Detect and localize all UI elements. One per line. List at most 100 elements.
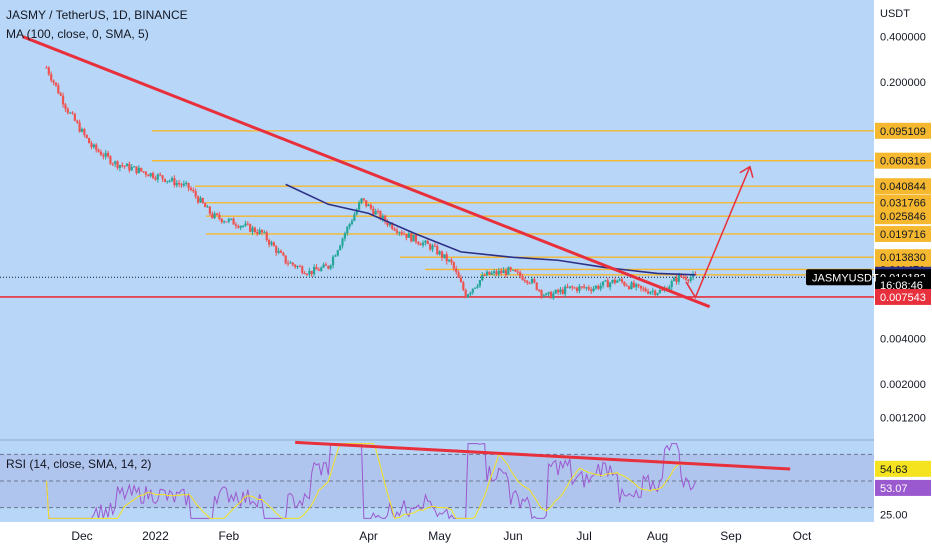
candle-body — [384, 215, 387, 222]
candle-body — [471, 288, 474, 293]
symbol-title: JASMY / TetherUS, 1D, BINANCE — [6, 8, 188, 22]
candle-body — [407, 233, 410, 238]
candle-body — [116, 161, 119, 168]
candle-body — [189, 188, 193, 190]
candle-body — [542, 295, 545, 297]
candle-body — [500, 270, 503, 274]
candle-body — [106, 152, 110, 157]
candle-body — [421, 242, 425, 246]
candle-body — [54, 82, 58, 86]
candle-body — [310, 270, 313, 275]
candle-body — [173, 178, 176, 186]
candle-body — [149, 173, 152, 177]
candle-body — [232, 218, 235, 225]
candle-body — [691, 273, 695, 278]
candle-body — [450, 259, 453, 263]
candle-body — [474, 287, 477, 289]
candle-body — [613, 279, 616, 283]
candle-body — [431, 245, 434, 250]
candle-body — [163, 178, 166, 182]
candle-body — [493, 271, 496, 273]
candle-body — [414, 234, 418, 242]
candle-body — [156, 174, 159, 180]
candle-body — [279, 250, 283, 253]
rsi-signal-label: 53.07 — [880, 483, 908, 495]
candle-body — [668, 286, 671, 291]
candle-body — [457, 272, 460, 278]
candle-body — [220, 218, 223, 223]
ma100-line — [285, 183, 696, 276]
candle-body — [246, 223, 249, 225]
candle-body — [374, 211, 377, 215]
candle-body — [199, 197, 202, 203]
candle-body — [227, 219, 230, 222]
candle-body — [459, 277, 463, 283]
candle-body — [561, 289, 564, 294]
candle-body — [244, 223, 247, 226]
candle-body — [85, 134, 88, 138]
candle-body — [303, 272, 306, 275]
price-level-label: 0.040844 — [880, 181, 926, 193]
candle-body — [97, 149, 100, 152]
candle-body — [649, 291, 652, 294]
candle-body — [526, 280, 529, 283]
candle-body — [353, 214, 356, 221]
price-tick-label: 0.200000 — [880, 77, 926, 89]
candle-body — [114, 161, 117, 164]
candle-body — [559, 289, 562, 293]
price-axis-currency: USDT — [880, 8, 910, 20]
candle-body — [109, 156, 112, 164]
candle-body — [73, 113, 76, 121]
candle-body — [355, 209, 358, 215]
candle-body — [175, 183, 178, 186]
candle-body — [587, 287, 590, 290]
candle-body — [395, 230, 399, 233]
candle-body — [604, 280, 607, 282]
candle-body — [635, 284, 638, 288]
candle-body — [448, 259, 451, 262]
candle-body — [504, 270, 508, 275]
candle-body — [336, 250, 339, 256]
candle-body — [661, 290, 664, 292]
candle-body — [443, 254, 446, 258]
candle-body — [211, 213, 214, 218]
candle-body — [239, 225, 242, 228]
candle-body — [509, 267, 512, 270]
candle-body — [161, 175, 164, 179]
candle-body — [61, 95, 65, 105]
candle-body — [519, 272, 522, 277]
candle-body — [675, 277, 678, 282]
rsi-signal-bg — [875, 479, 931, 496]
candle-body — [485, 271, 489, 276]
time-axis-label: Jun — [503, 529, 522, 543]
candle-body — [462, 282, 465, 290]
candle-body — [609, 282, 612, 288]
price-level-label-bg — [875, 225, 931, 242]
candle-body — [412, 234, 415, 242]
candle-body — [275, 246, 278, 253]
candle-body — [123, 165, 126, 167]
candle-body — [488, 271, 491, 275]
candle-body — [521, 276, 524, 281]
candle-body — [497, 270, 500, 275]
candle-body — [334, 255, 337, 257]
candle-body — [272, 242, 275, 247]
candle-body — [677, 274, 680, 282]
candle-body — [372, 208, 375, 215]
candle-body — [83, 129, 86, 135]
candle-body — [523, 280, 526, 282]
candle-body — [651, 290, 654, 292]
candle-body — [618, 279, 621, 281]
candle-body — [599, 285, 602, 289]
candle-body — [253, 227, 256, 233]
candle-body — [656, 293, 659, 295]
candle-body — [225, 221, 228, 223]
candle-body — [436, 246, 439, 255]
ma-indicator-label[interactable]: MA (100, close, 0, SMA, 5) — [6, 27, 149, 41]
candle-body — [45, 67, 48, 69]
candle-body — [308, 270, 311, 275]
candle-body — [166, 180, 169, 182]
price-tick-label: 0.002000 — [880, 379, 926, 391]
rsi-value-bg — [875, 460, 931, 477]
